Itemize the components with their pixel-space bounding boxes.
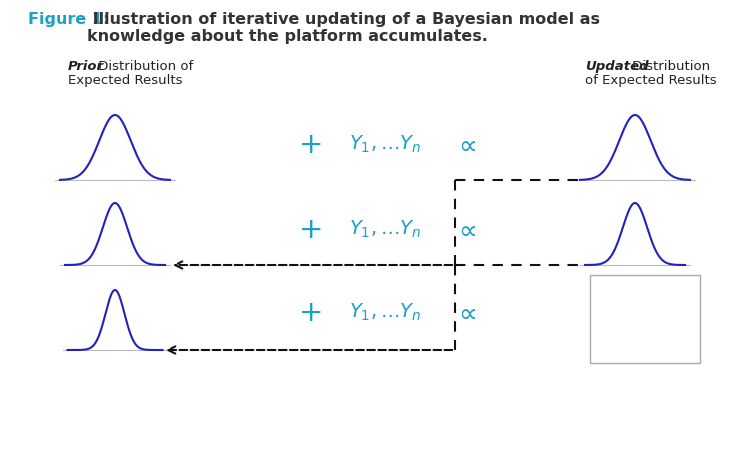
Text: $Y_1, \ldots Y_n$: $Y_1, \ldots Y_n$ [349,133,422,155]
Text: $Y_1, \ldots Y_n$: $Y_1, \ldots Y_n$ [349,218,422,240]
Text: $Y_1, \ldots Y_n$: $Y_1, \ldots Y_n$ [349,302,422,323]
Text: $\propto$: $\propto$ [454,217,476,243]
Text: $\propto$: $\propto$ [454,132,476,158]
Text: of Expected Results: of Expected Results [585,74,717,87]
Text: $\propto$: $\propto$ [454,300,476,326]
Text: Distribution: Distribution [628,60,710,73]
Text: Illustration of iterative updating of a Bayesian model as
knowledge about the pl: Illustration of iterative updating of a … [87,12,600,45]
Bar [590,275,700,363]
Text: $+$: $+$ [298,216,322,244]
Text: Distribution of: Distribution of [94,60,194,73]
Text: Updated: Updated [585,60,649,73]
Text: Figure 1:: Figure 1: [28,12,109,27]
Text: $+$: $+$ [298,131,322,159]
Text: Prior: Prior [68,60,104,73]
Text: Expected Results: Expected Results [68,74,182,87]
Text: $+$: $+$ [298,299,322,327]
